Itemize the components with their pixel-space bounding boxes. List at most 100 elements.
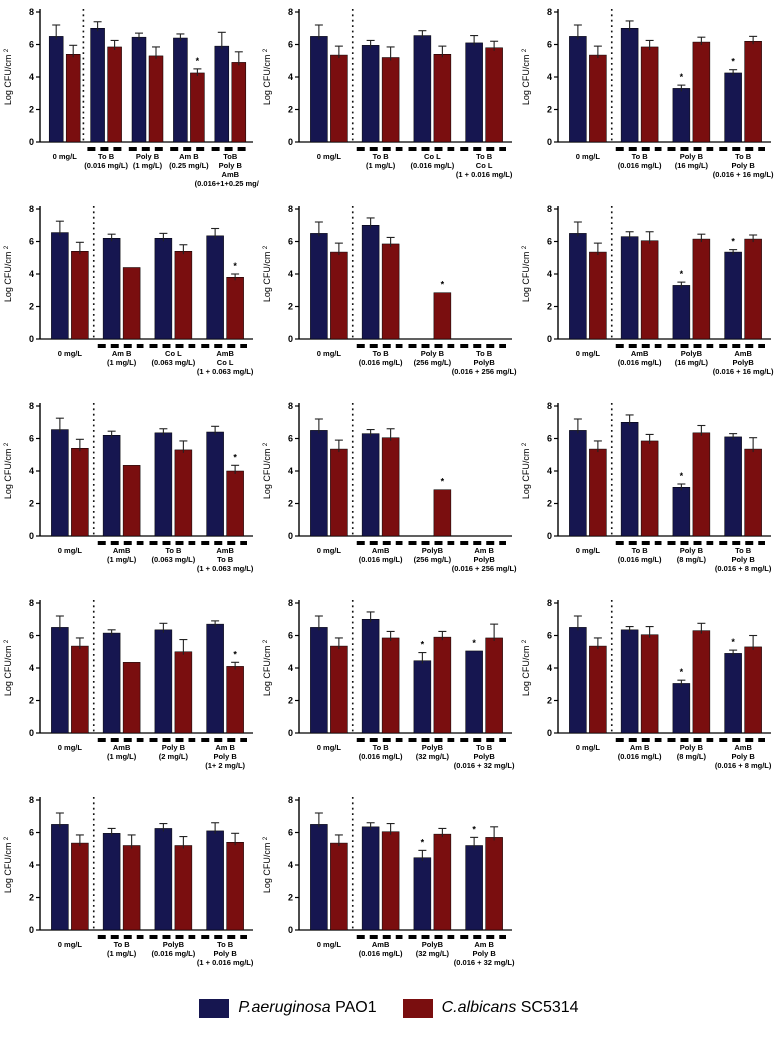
group-label: Am B [179,152,199,161]
group-label: To B [217,555,234,564]
group-label: (1 + 0.016 mg/L) [197,958,254,967]
group-label: (16 mg/L) [675,358,709,367]
y-axis-label: Log CFU/cm 2 [521,245,531,302]
group-label: 0 mg/L [576,152,601,161]
bar-calbicans [640,440,659,537]
group-label: (0.016 + 32 mg/L) [454,761,515,770]
bar-calbicans [485,637,503,734]
bar-calbicans [231,62,247,143]
group-label: Am B [112,349,132,358]
bar-paeruginosa [90,28,105,143]
group-label: 0 mg/L [58,546,83,555]
bar-paeruginosa [51,627,69,734]
significance-asterisk: * [441,280,445,290]
group-label: PolyB [422,546,444,555]
bar-paeruginosa [569,627,587,734]
significance-asterisk: * [731,237,735,247]
bar-calbicans [107,46,122,143]
group-label: AmB [734,349,752,358]
bar-paeruginosa [620,236,639,340]
group-label: (0.016 mg/L) [618,358,662,367]
group-label: (0.016 + 16 mg/L) [713,367,774,376]
group-label: (1 + 0.063 mg/L) [197,367,254,376]
bar-calbicans [589,54,607,143]
significance-asterisk: * [680,471,684,481]
y-axis-label: Log CFU/cm 2 [521,639,531,696]
chart-svg: 0 2 4 6 8 Log CFU/cm 2 0 mg/L AmB(0.016 mg/L) * P… [262,795,515,967]
y-tick-label: 4 [288,860,293,870]
y-tick-label: 8 [288,204,293,214]
group-label: Am B [474,940,494,949]
bar-calbicans [692,432,711,537]
y-tick-label: 8 [288,7,293,17]
bar-paeruginosa [51,824,69,931]
y-tick-label: 0 [29,137,34,147]
y-axis-label: Log CFU/cm 2 [262,639,272,696]
y-tick-label: 4 [547,663,552,673]
bar-calbicans [71,448,89,537]
group-label: (8 mg/L) [677,752,707,761]
y-tick-label: 6 [288,631,293,641]
y-tick-label: 8 [547,598,552,608]
y-tick-label: 6 [547,40,552,50]
group-label: Poly B [680,546,704,555]
bar-paeruginosa [724,653,742,734]
y-tick-label: 6 [29,434,34,444]
bar-paeruginosa [206,830,224,931]
legend: P.aeruginosa PAO1 C.albicans SC5314 [0,985,778,1031]
group-label: (0.016 mg/L) [359,358,403,367]
y-tick-label: 6 [288,828,293,838]
bar-paeruginosa [724,72,742,143]
group-label: 0 mg/L [576,743,601,752]
y-tick-label: 8 [29,401,34,411]
y-axis-label: Log CFU/cm 2 [3,48,13,105]
bar-paeruginosa [214,45,230,143]
group-label: Poly B [213,949,237,958]
group-label: (0.016 + 16 mg/L) [713,170,774,179]
bar-calbicans [122,662,141,734]
group-label: AmB [372,546,390,555]
y-tick-label: 6 [288,434,293,444]
group-label: To B [632,546,649,555]
y-tick-label: 4 [288,663,293,673]
bar-paeruginosa [413,660,432,734]
y-tick-label: 4 [288,466,293,476]
y-axis-label: Log CFU/cm 2 [521,442,531,499]
bar-paeruginosa [48,36,64,143]
group-label: (1 + 0.016 mg/L) [456,170,513,179]
group-label: To B [735,546,752,555]
y-tick-label: 6 [288,40,293,50]
bar-paeruginosa [102,238,121,340]
bar-calbicans [381,57,400,143]
bar-paeruginosa [413,35,432,143]
bar-paeruginosa [102,833,121,931]
group-label: (1 mg/L) [133,161,163,170]
bar-paeruginosa [620,28,639,143]
bar-calbicans [744,238,762,340]
bar-paeruginosa [310,627,328,734]
significance-asterisk: * [472,638,476,648]
group-label: Co L [424,152,441,161]
group-label: 0 mg/L [317,349,342,358]
y-tick-label: 8 [288,401,293,411]
bar-paeruginosa [361,826,380,931]
y-tick-label: 2 [288,499,293,509]
bar-paeruginosa [569,233,587,340]
bar-paeruginosa [310,36,328,143]
significance-asterisk: * [233,452,237,462]
bar-calbicans [589,645,607,734]
group-label: 0 mg/L [58,940,83,949]
bar-paeruginosa [672,285,691,340]
bar-calbicans [744,646,762,734]
group-label: To B [98,152,115,161]
group-label: Poly B [680,743,704,752]
group-label: 0 mg/L [317,152,342,161]
group-label: Co L [476,161,493,170]
bar-calbicans [381,831,400,931]
